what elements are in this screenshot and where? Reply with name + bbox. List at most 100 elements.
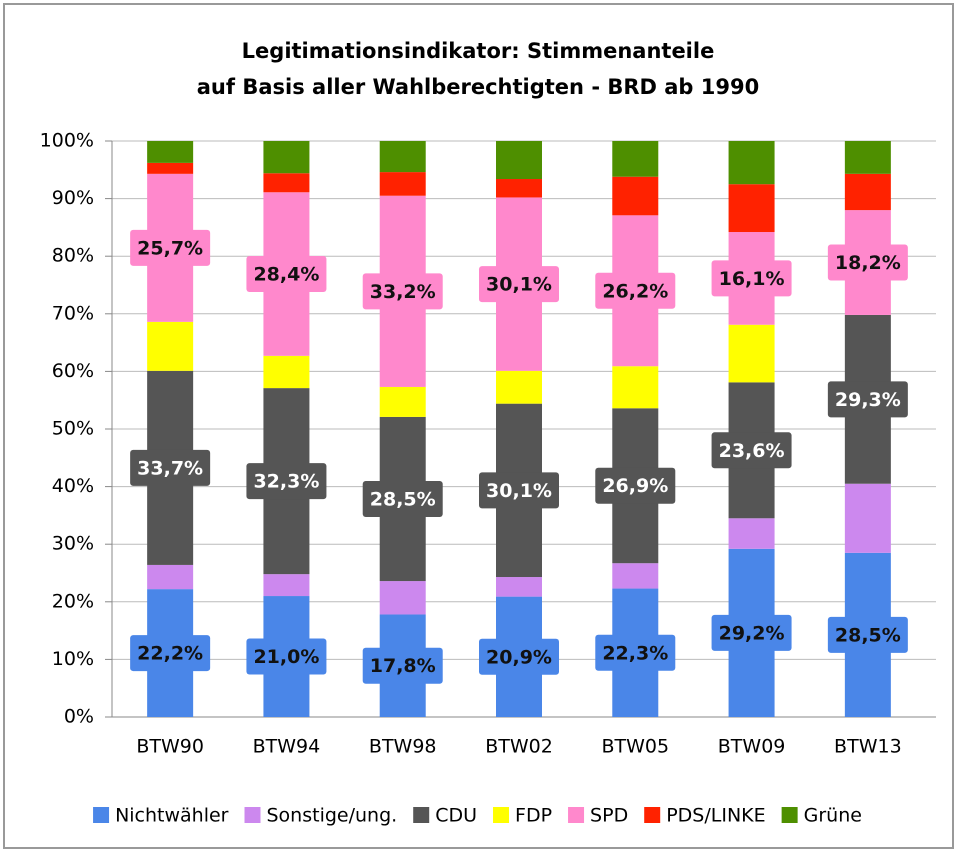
value-label: 17,8% — [370, 655, 436, 677]
bar-segment — [612, 563, 659, 589]
x-tick-label: BTW98 — [369, 736, 437, 758]
value-label: 30,1% — [486, 274, 552, 296]
x-tick-label: BTW13 — [834, 736, 902, 758]
bar-segment — [379, 141, 426, 173]
y-tick-label: 100% — [40, 130, 94, 152]
value-label-box — [130, 229, 211, 266]
bar-segment — [496, 141, 542, 180]
bar-segment — [263, 355, 310, 389]
value-label: 28,4% — [253, 264, 319, 286]
x-tick-label: BTW05 — [601, 736, 669, 758]
value-label: 29,3% — [835, 389, 901, 411]
bar-segment — [728, 184, 775, 233]
value-label: 25,7% — [137, 237, 203, 259]
bar-segment — [728, 518, 775, 549]
legend-label: Sonstige/ung. — [267, 805, 398, 827]
legend-label: CDU — [435, 805, 477, 827]
x-tick-label: BTW02 — [485, 736, 553, 758]
value-label: 22,2% — [137, 643, 203, 665]
value-label-box — [479, 638, 559, 675]
value-label-box — [827, 616, 908, 653]
legend-swatch — [568, 807, 585, 823]
y-tick-label: 20% — [52, 590, 94, 612]
legend-label: PDS/LINKE — [666, 805, 765, 827]
value-label-box — [595, 634, 676, 671]
value-label-box — [479, 266, 559, 303]
value-label: 26,9% — [602, 475, 668, 497]
legend: Nichtwähler Sonstige/ung. CDU FDP SPD PDS/LIN… — [93, 805, 862, 827]
bar-segment — [263, 574, 310, 597]
value-label-box — [246, 638, 327, 675]
value-label-box — [246, 256, 327, 293]
value-label-box — [130, 449, 211, 486]
legend-swatch — [493, 807, 510, 823]
bar-segment — [496, 577, 542, 597]
value-label: 33,2% — [370, 281, 436, 303]
chart-title: Legitimationsindikator: Stimmenanteile — [242, 39, 715, 63]
y-tick-label: 10% — [52, 648, 94, 670]
value-label: 22,3% — [602, 642, 668, 664]
bar-segment — [263, 141, 310, 174]
bar-segment — [612, 176, 659, 216]
value-label: 32,3% — [253, 471, 319, 493]
legend-swatch — [781, 807, 798, 823]
bar-segment — [147, 321, 194, 371]
bar-segment — [147, 162, 194, 174]
bar-segment — [379, 386, 426, 417]
y-tick-label: 0% — [64, 706, 94, 728]
bar-segment — [147, 564, 194, 590]
y-tick-label: 50% — [52, 418, 94, 440]
value-label: 23,6% — [719, 440, 785, 462]
chart-frame — [3, 3, 954, 849]
value-label: 21,0% — [253, 646, 319, 668]
bar-segment — [612, 366, 659, 409]
x-tick-label: BTW94 — [253, 736, 321, 758]
y-tick-label: 60% — [52, 360, 94, 382]
value-label-box — [362, 480, 443, 517]
x-tick-label: BTW09 — [718, 736, 786, 758]
y-tick-label: 90% — [52, 187, 94, 209]
value-label-box — [711, 260, 792, 297]
value-label-box — [479, 472, 559, 509]
bar-segment — [612, 141, 659, 177]
bar-segment — [728, 324, 775, 383]
value-label-box — [362, 647, 443, 684]
bar-segment — [496, 179, 542, 198]
value-label-box — [711, 614, 792, 651]
value-label-box — [130, 635, 211, 672]
bar-segment — [263, 173, 310, 193]
legend-label: FDP — [515, 805, 552, 827]
value-label: 28,5% — [370, 488, 436, 510]
value-label: 26,2% — [602, 280, 668, 302]
bar-segment — [496, 370, 542, 404]
value-label: 18,2% — [835, 252, 901, 274]
legend-swatch — [413, 807, 430, 823]
legend-swatch — [244, 807, 261, 823]
bar-segment — [379, 581, 426, 615]
value-label: 33,7% — [137, 457, 203, 479]
bar-segment — [844, 483, 891, 553]
y-tick-label: 40% — [52, 475, 94, 497]
value-label: 30,1% — [486, 480, 552, 502]
x-tick-label: BTW90 — [136, 736, 204, 758]
value-label-box — [595, 272, 676, 309]
bar-segment — [844, 141, 891, 174]
legend-swatch — [93, 807, 110, 823]
y-tick-label: 80% — [52, 245, 94, 267]
bar-segment — [728, 141, 775, 185]
value-label-box — [827, 381, 908, 418]
value-label: 29,2% — [719, 622, 785, 644]
value-label-box — [711, 432, 792, 469]
value-label-box — [595, 467, 676, 504]
value-label-box — [362, 273, 443, 310]
bar-segment — [147, 141, 194, 163]
legend-swatch — [644, 807, 661, 823]
value-label: 20,9% — [486, 646, 552, 668]
legend-label: Nichtwähler — [115, 805, 229, 827]
value-label: 28,5% — [835, 624, 901, 646]
y-tick-label: 30% — [52, 533, 94, 555]
value-label: 16,1% — [719, 268, 785, 290]
bar-segment — [379, 172, 426, 196]
value-label-box — [827, 244, 908, 281]
